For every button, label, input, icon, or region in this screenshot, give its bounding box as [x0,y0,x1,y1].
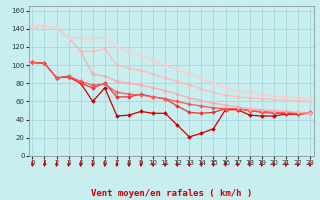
Text: Vent moyen/en rafales ( km/h ): Vent moyen/en rafales ( km/h ) [91,189,252,198]
